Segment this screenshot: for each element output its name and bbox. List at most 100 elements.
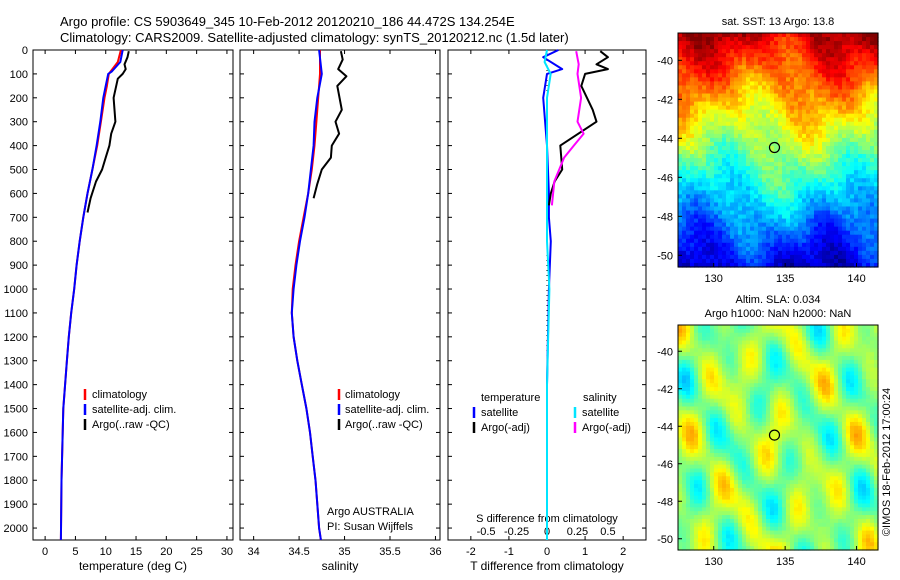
- map-cell: [834, 418, 839, 423]
- map-cell: [734, 464, 739, 470]
- map-cell: [734, 137, 739, 143]
- map-cell: [854, 449, 859, 454]
- map-cell: [826, 49, 831, 54]
- map-cell: [694, 379, 699, 384]
- map-cell: [814, 379, 819, 384]
- map-cell: [866, 356, 871, 361]
- map-cell: [766, 234, 771, 240]
- map-cell: [782, 246, 787, 252]
- map-cell: [686, 375, 691, 380]
- map-cell: [790, 69, 795, 74]
- map-cell: [686, 198, 691, 204]
- map-cell: [790, 356, 795, 361]
- map-cell: [766, 182, 771, 187]
- map-cell: [758, 117, 763, 123]
- map-cell: [866, 109, 871, 115]
- map-cell: [858, 375, 863, 380]
- map-cell: [834, 398, 839, 404]
- map-cell: [734, 53, 739, 58]
- map-cell: [758, 332, 763, 338]
- map-cell: [870, 166, 875, 171]
- map-cell: [782, 460, 787, 466]
- map-cell: [806, 234, 811, 240]
- map-cell: [698, 218, 703, 224]
- map-cell: [798, 226, 803, 232]
- map-cell: [742, 406, 747, 411]
- map-cell: [854, 150, 859, 155]
- map-cell: [710, 141, 715, 147]
- map-cell: [702, 356, 707, 361]
- map-cell: [742, 182, 747, 187]
- map-cell: [806, 41, 811, 46]
- map-cell: [758, 406, 763, 411]
- map-cell: [782, 262, 787, 268]
- map-cell: [762, 226, 767, 232]
- map-cell: [862, 328, 867, 334]
- map-cell: [722, 65, 727, 70]
- map-cell: [706, 194, 711, 200]
- map-cell: [718, 429, 723, 435]
- map-cell: [702, 206, 707, 212]
- map-cell: [786, 383, 791, 388]
- map-cell: [826, 375, 831, 380]
- map-cell: [810, 242, 815, 248]
- map-cell: [830, 383, 835, 388]
- map-cell: [834, 49, 839, 54]
- map-cell: [810, 73, 815, 78]
- map-cell: [738, 371, 743, 377]
- map-cell: [678, 254, 683, 260]
- map-cell: [810, 137, 815, 143]
- map-cell: [718, 65, 723, 70]
- map-cell: [702, 97, 707, 103]
- map-cell: [790, 453, 795, 458]
- map-cell: [874, 150, 879, 155]
- map-cell: [786, 238, 791, 244]
- map-cell: [790, 49, 795, 54]
- map-cell: [810, 387, 815, 392]
- map-cells: [678, 325, 879, 551]
- map-cell: [734, 97, 739, 103]
- map-cell: [766, 425, 771, 431]
- map-cell: [758, 398, 763, 404]
- map-cell: [686, 387, 691, 392]
- map-cell: [750, 93, 755, 99]
- map-cell: [870, 379, 875, 384]
- map-cell: [778, 402, 783, 408]
- map-cell: [698, 226, 703, 232]
- map-cell: [810, 254, 815, 260]
- map-cell: [826, 218, 831, 224]
- map-cell: [754, 429, 759, 435]
- map-cell: [870, 421, 875, 427]
- map-cell: [726, 113, 731, 119]
- map-cell: [758, 445, 763, 450]
- map-cell: [806, 101, 811, 107]
- map-cell: [862, 214, 867, 220]
- map-cell: [774, 133, 779, 139]
- map-cell: [734, 145, 739, 151]
- map-cell: [750, 190, 755, 195]
- map-cell: [758, 325, 763, 330]
- map-cell: [870, 65, 875, 70]
- map-cell: [762, 332, 767, 338]
- map-cell: [870, 154, 875, 159]
- map-cell: [778, 113, 783, 119]
- map-cell: [814, 398, 819, 404]
- map-cell: [858, 33, 863, 38]
- map-cell: [782, 117, 787, 123]
- map-cell: [722, 158, 727, 163]
- map-cell: [718, 375, 723, 380]
- map-cell: [838, 328, 843, 334]
- map-cell: [770, 190, 775, 195]
- map-cell: [822, 383, 827, 388]
- map-cell: [734, 202, 739, 208]
- map-cell: [722, 421, 727, 427]
- map-cell: [798, 170, 803, 175]
- map-cell: [874, 453, 879, 458]
- map-cell: [738, 133, 743, 139]
- map-cell: [738, 425, 743, 431]
- map-cell: [734, 170, 739, 175]
- map-cell: [726, 69, 731, 74]
- map-cell: [698, 433, 703, 439]
- map-cell: [746, 214, 751, 220]
- map-cell: [830, 242, 835, 248]
